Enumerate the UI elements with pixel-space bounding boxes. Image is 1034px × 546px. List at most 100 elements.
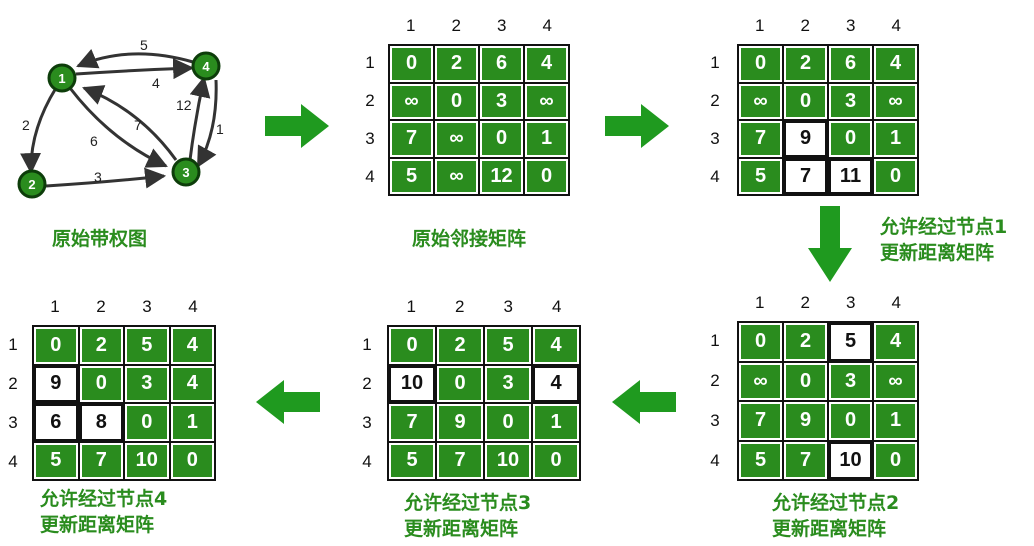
column-header: 3 — [142, 297, 152, 316]
distance-matrix-via-node-4: 0 2 5 4 9 0 3 4 6 8 0 1 5 7 10 0 — [32, 325, 216, 481]
matrix-cell: 0 — [390, 46, 433, 82]
row-header: 4 — [8, 451, 18, 471]
left-arrow-icon — [256, 380, 320, 424]
matrix-cell: 7 — [79, 442, 123, 479]
column-header: 4 — [891, 293, 901, 312]
matrix-cell: 2 — [784, 46, 827, 82]
updated-matrix-cell: 9 — [34, 365, 78, 402]
matrix-cell: 1 — [874, 402, 917, 440]
column-header: 2 — [455, 297, 465, 316]
matrix-cell: 5 — [34, 442, 78, 479]
matrix-cell: ∞ — [739, 83, 782, 119]
right-arrow-icon — [265, 104, 329, 148]
updated-matrix-cell: 7 — [784, 158, 827, 194]
column-header: 2 — [96, 297, 106, 316]
matrix-cell: 3 — [125, 365, 169, 402]
row-header: 2 — [362, 373, 372, 393]
row-header: 1 — [8, 334, 18, 354]
row-header: 1 — [362, 334, 372, 354]
edge-weight-label: 1 — [216, 121, 224, 137]
caption-line: 更新距离矩阵 — [880, 242, 995, 264]
matrix-cell: 2 — [784, 323, 827, 361]
column-header: 3 — [846, 16, 856, 35]
matrix-cell: ∞ — [874, 362, 917, 400]
matrix-cell: 5 — [125, 327, 169, 364]
matrix-cell: 7 — [390, 121, 433, 157]
matrix-cell: 0 — [874, 441, 917, 479]
matrix-cell: 6 — [480, 46, 523, 82]
column-header: 3 — [846, 293, 856, 312]
column-header: 1 — [755, 16, 765, 35]
matrix-cell: 4 — [874, 46, 917, 82]
column-header: 3 — [503, 297, 513, 316]
matrix-cell: 12 — [480, 158, 523, 194]
matrix-cell: ∞ — [525, 83, 568, 119]
edge-weight-label: 2 — [22, 117, 30, 133]
column-header: 2 — [800, 293, 810, 312]
matrix-cell: 0 — [829, 121, 872, 157]
matrix-cell: 3 — [485, 365, 531, 402]
row-header: 3 — [710, 129, 720, 148]
matrix-caption: 原始邻接矩阵 — [412, 226, 526, 252]
column-header: 1 — [406, 297, 416, 316]
edge-4-1 — [76, 48, 194, 69]
svg-text:1: 1 — [58, 71, 65, 86]
edge-weight-label: 6 — [90, 133, 98, 149]
matrix-cell: 5 — [739, 158, 782, 194]
graph-node-4: 4 — [191, 51, 221, 81]
matrix-cell: 0 — [874, 158, 917, 194]
updated-matrix-cell: 6 — [34, 404, 78, 441]
edge-1-3 — [68, 87, 168, 168]
matrix-cell: 7 — [739, 402, 782, 440]
edge-weight-label: 7 — [134, 117, 142, 133]
caption-line: 允许经过节点4 — [40, 488, 168, 510]
matrix-cell: 0 — [739, 323, 782, 361]
column-header: 4 — [188, 297, 198, 316]
column-header: 4 — [542, 16, 552, 35]
matrix-cell: 1 — [533, 404, 579, 441]
updated-matrix-cell: 4 — [533, 365, 579, 402]
left-arrow-icon — [612, 380, 676, 424]
right-arrow-icon — [605, 104, 669, 148]
distance-matrix-via-node-1: 0 2 6 4 ∞ 0 3 ∞ 7 9 0 1 5 7 11 0 — [737, 44, 919, 196]
matrix-cell: 0 — [34, 327, 78, 364]
column-header: 1 — [755, 293, 765, 312]
edge-4-3 — [196, 79, 218, 168]
matrix-cell: ∞ — [739, 362, 782, 400]
row-header: 1 — [710, 53, 720, 72]
column-header: 4 — [891, 16, 901, 35]
column-header: 2 — [800, 16, 810, 35]
row-header: 4 — [710, 451, 720, 470]
matrix-cell: 0 — [784, 362, 827, 400]
matrix-cell: 7 — [437, 442, 483, 479]
distance-matrix-via-node-3: 0 2 5 4 10 0 3 4 7 9 0 1 5 7 10 0 — [387, 325, 581, 481]
caption-line: 原始邻接矩阵 — [412, 228, 527, 250]
row-header: 2 — [710, 91, 720, 110]
matrix-cell: 5 — [739, 441, 782, 479]
row-header: 3 — [8, 412, 18, 432]
row-header: 2 — [710, 371, 720, 390]
down-arrow-icon — [808, 206, 852, 282]
matrix-cell: 9 — [784, 402, 827, 440]
matrix-cell: 5 — [485, 327, 531, 364]
edge-weight-label: 4 — [152, 75, 160, 91]
matrix-cell: 0 — [389, 327, 435, 364]
row-header: 4 — [710, 167, 720, 186]
matrix-cell: 1 — [170, 404, 214, 441]
matrix-cell: 7 — [784, 441, 827, 479]
column-header: 2 — [451, 16, 461, 35]
matrix-cell: 2 — [435, 46, 478, 82]
matrix-cell: 5 — [389, 442, 435, 479]
matrix-cell: 7 — [739, 121, 782, 157]
matrix-cell: 0 — [533, 442, 579, 479]
matrix-cell: 10 — [125, 442, 169, 479]
updated-matrix-cell: 9 — [784, 121, 827, 157]
matrix-caption: 允许经过节点2 更新距离矩阵 — [772, 490, 899, 542]
matrix-cell: 4 — [525, 46, 568, 82]
caption-line: 更新距离矩阵 — [40, 514, 155, 536]
row-header: 1 — [365, 53, 375, 72]
matrix-cell: 4 — [874, 323, 917, 361]
distance-matrix-original: 0 2 6 4 ∞ 0 3 ∞ 7 ∞ 0 1 5 ∞ 12 0 — [388, 44, 570, 196]
matrix-caption: 允许经过节点3 更新距离矩阵 — [404, 490, 531, 542]
row-header: 3 — [710, 411, 720, 430]
